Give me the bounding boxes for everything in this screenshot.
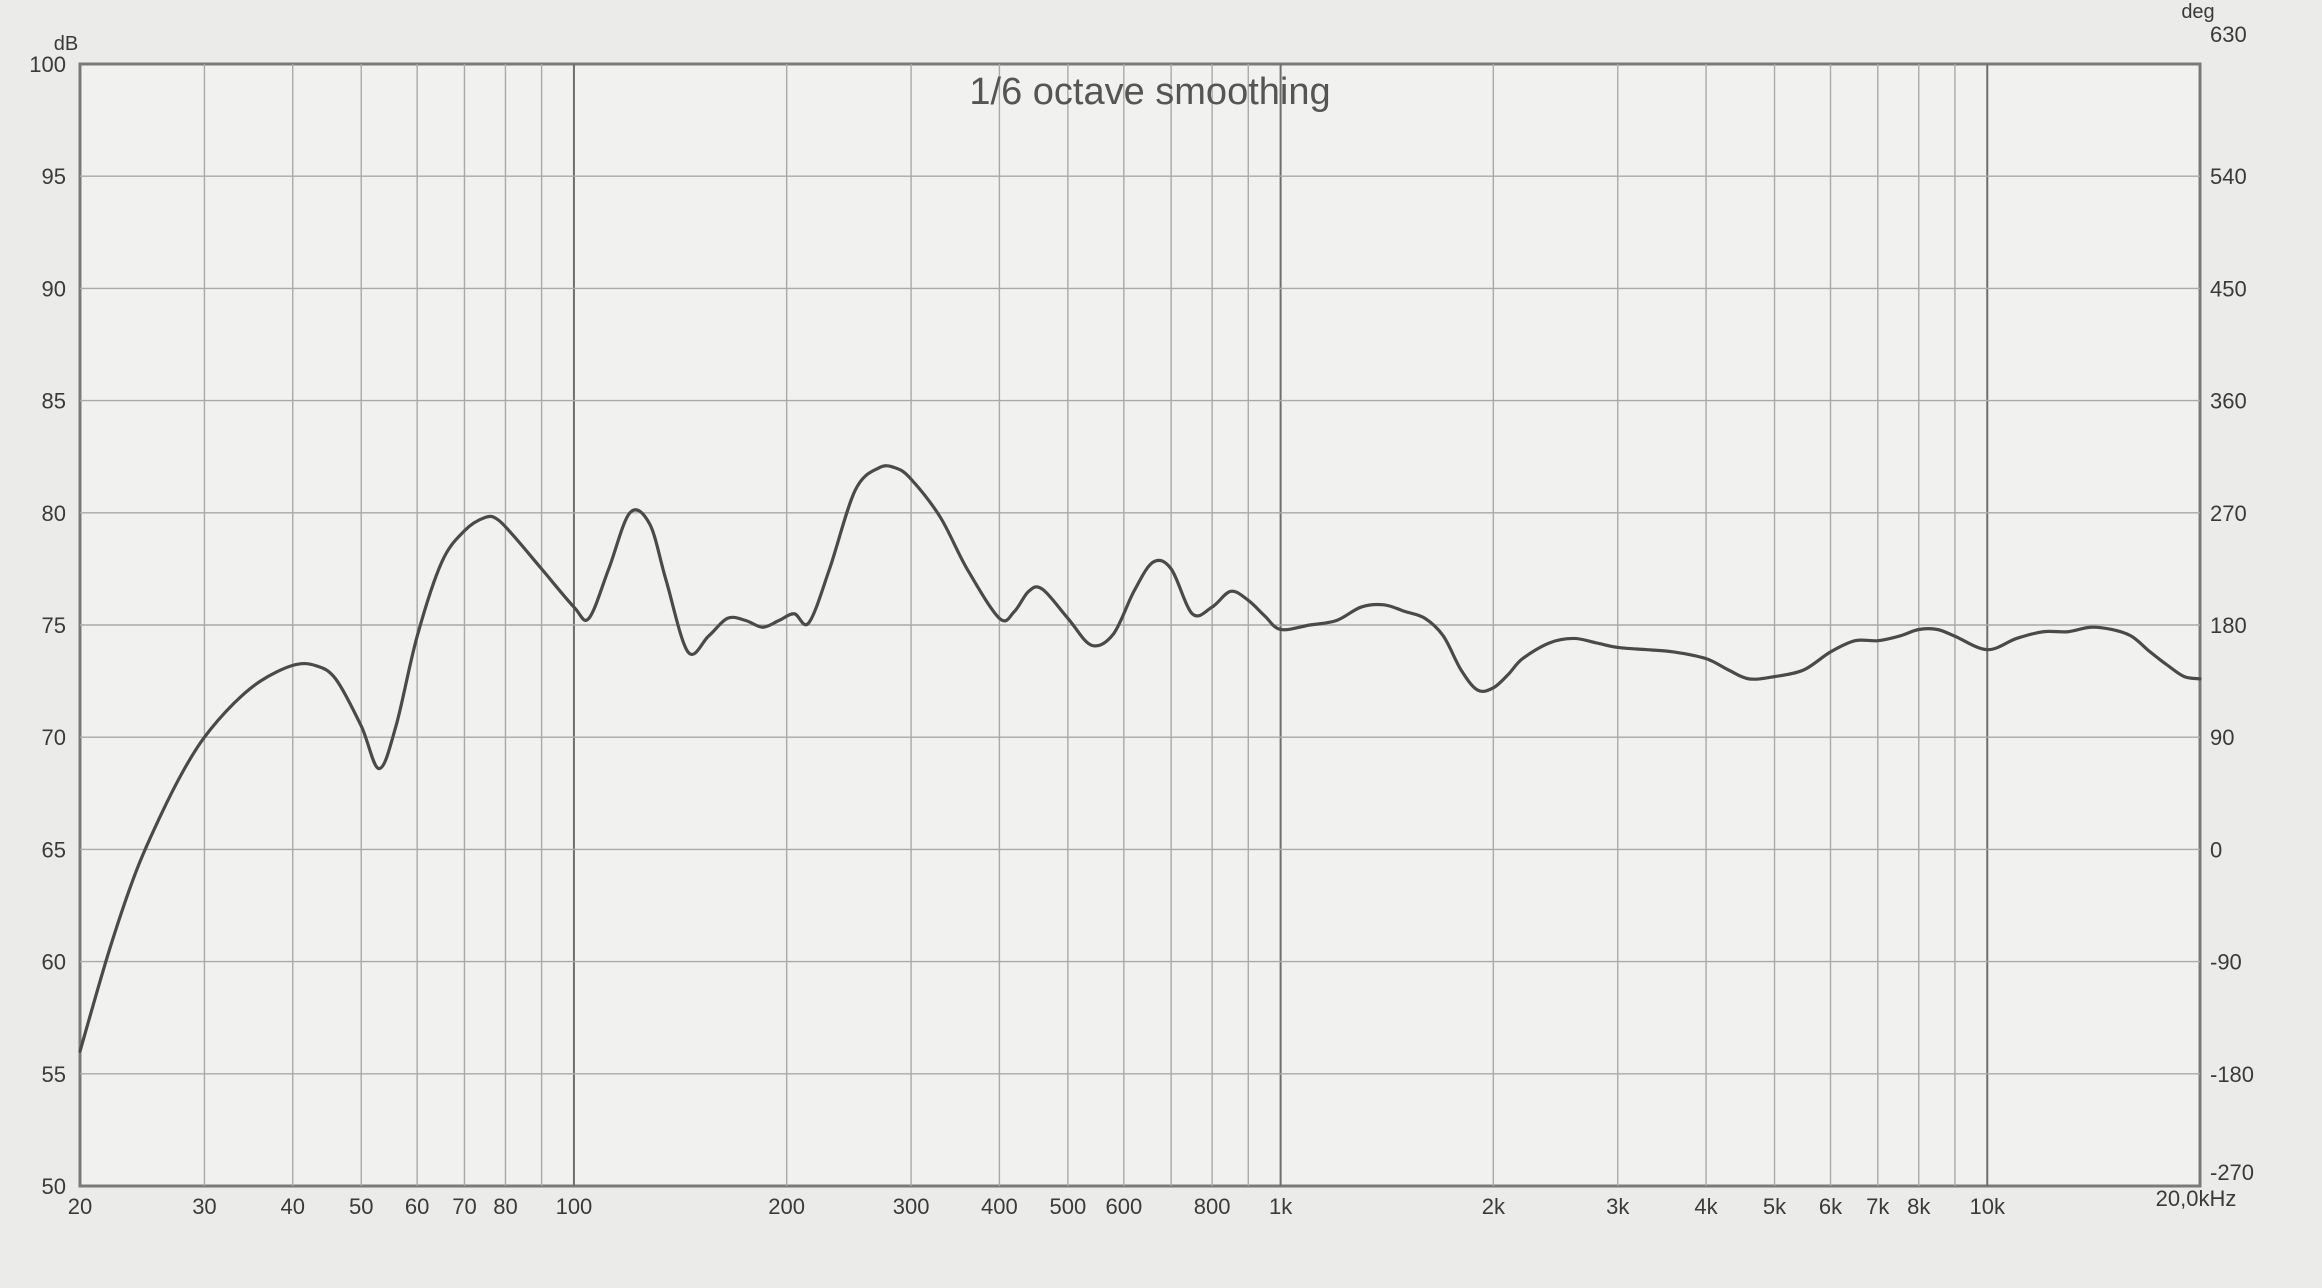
x-tick-label: 50 (349, 1194, 373, 1219)
x-tick-label: 40 (280, 1194, 304, 1219)
y-left-tick-label: 85 (42, 389, 66, 414)
x-tick-label: 100 (556, 1194, 593, 1219)
y-right-unit-label: deg (2181, 1, 2214, 23)
x-tick-label: 60 (405, 1194, 429, 1219)
y-left-tick-label: 100 (29, 52, 66, 77)
x-unit-label: 20,0kHz (2156, 1186, 2237, 1211)
x-tick-label: 6k (1819, 1194, 1843, 1219)
x-tick-label: 30 (192, 1194, 216, 1219)
x-tick-label: 20 (68, 1194, 92, 1219)
y-left-tick-labels: 100 95 90 85 80 75 70 65 60 55 50 (29, 52, 66, 1199)
x-tick-label: 800 (1194, 1194, 1231, 1219)
x-tick-label: 70 (452, 1194, 476, 1219)
x-tick-label: 5k (1763, 1194, 1787, 1219)
x-tick-label: 300 (893, 1194, 930, 1219)
x-tick-label: 200 (768, 1194, 805, 1219)
y-left-tick-label: 55 (42, 1062, 66, 1087)
y-right-tick-label: -180 (2210, 1062, 2254, 1087)
y-left-tick-label: 80 (42, 501, 66, 526)
x-tick-labels: 20 30 40 50 60 70 80 100 200 300 400 500 600 800 1k 2k 3… (68, 1194, 2006, 1219)
y-right-tick-label: 360 (2210, 389, 2247, 414)
y-right-tick-label: 630 (2210, 22, 2247, 47)
x-tick-label: 500 (1050, 1194, 1087, 1219)
y-left-tick-label: 60 (42, 950, 66, 975)
y-right-tick-label: -90 (2210, 950, 2242, 975)
y-left-tick-label: 75 (42, 613, 66, 638)
y-right-tick-label: 90 (2210, 725, 2234, 750)
x-tick-label: 400 (981, 1194, 1018, 1219)
x-tick-label: 8k (1907, 1194, 1931, 1219)
y-right-tick-label: 270 (2210, 501, 2247, 526)
x-tick-label: 7k (1866, 1194, 1890, 1219)
y-left-tick-label: 65 (42, 837, 66, 862)
x-tick-label: 10k (1970, 1194, 2006, 1219)
y-left-unit-label: dB (54, 33, 78, 55)
y-right-tick-labels: 630 540 450 360 270 180 90 0 -90 -180 -270 (2210, 22, 2254, 1185)
x-tick-label: 3k (1606, 1194, 1630, 1219)
y-right-tick-label: 450 (2210, 276, 2247, 301)
y-right-tick-label: 180 (2210, 613, 2247, 638)
x-tick-label: 80 (493, 1194, 517, 1219)
y-left-tick-label: 95 (42, 164, 66, 189)
y-left-tick-label: 70 (42, 725, 66, 750)
x-tick-label: 4k (1694, 1194, 1718, 1219)
series-layer (78, 464, 2202, 1053)
x-tick-label: 600 (1105, 1194, 1142, 1219)
y-right-tick-label: 0 (2210, 837, 2222, 862)
y-gridlines (80, 175, 2200, 1075)
x-tick-label: 2k (1482, 1194, 1506, 1219)
series-line (78, 464, 2202, 1053)
y-right-tick-label: -270 (2210, 1160, 2254, 1185)
y-left-tick-label: 90 (42, 276, 66, 301)
y-right-tick-label: 540 (2210, 164, 2247, 189)
x-tick-label: 1k (1269, 1194, 1293, 1219)
y-left-tick-label: 50 (42, 1174, 66, 1199)
chart-title: 1/6 octave smoothing (969, 71, 1330, 113)
